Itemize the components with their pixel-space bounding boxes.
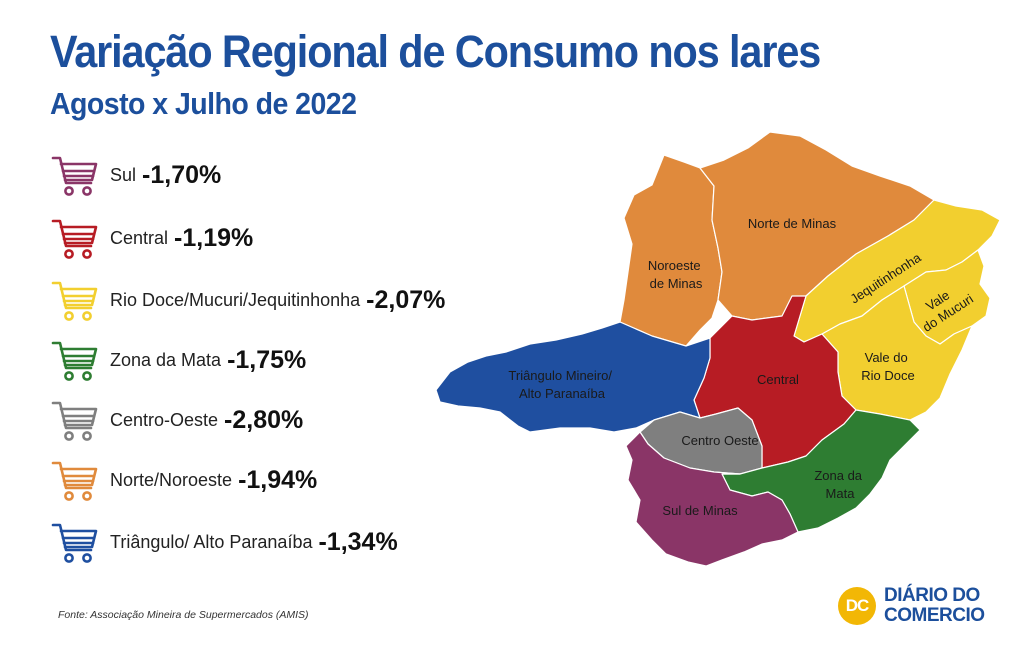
legend: Sul -1,70% Central -1,19% Rio Doce/Mucur… [0, 0, 520, 600]
logo-text-line2: COMERCIO [884, 605, 985, 626]
legend-region-value: -1,94% [238, 465, 318, 494]
legend-region-name: Rio Doce/Mucuri/Jequitinhonha [110, 289, 361, 310]
legend-region-name: Zona da Mata [110, 349, 222, 370]
legend-region-value: -1,75% [227, 345, 307, 374]
legend-region-name: Sul [110, 164, 137, 185]
shopping-cart-icon [51, 156, 98, 196]
legend-region-name: Centro-Oeste [110, 409, 219, 430]
legend-item-rio-doce: Rio Doce/Mucuri/Jequitinhonha -2,07% [50, 277, 445, 323]
legend-region-value: -2,07% [366, 285, 446, 314]
legend-item-central: Central -1,19% [50, 215, 253, 261]
legend-item-triangulo: Triângulo/ Alto Paranaíba -1,34% [50, 519, 398, 565]
legend-region-value: -1,19% [174, 223, 254, 252]
shopping-cart-icon [51, 461, 98, 501]
region-triangulo [435, 321, 711, 433]
page-subtitle: Agosto x Julho de 2022 [50, 86, 357, 121]
region-sul [625, 431, 799, 567]
region-label-triangulo: Triângulo Mineiro/ Alto Paranaíba [508, 368, 615, 401]
shopping-cart-icon [51, 281, 98, 321]
logo-text-line1: DIÁRIO DO [884, 585, 980, 606]
diario-do-comercio-logo: DC DIÁRIO DO COMERCIO [838, 583, 1008, 629]
shopping-cart-icon [51, 401, 98, 441]
legend-region-value: -1,70% [142, 160, 222, 189]
legend-region-name: Norte/Noroeste [110, 469, 233, 490]
legend-item-sul: Sul -1,70% [50, 152, 221, 198]
region-label-central: Central [757, 372, 799, 387]
shopping-cart-icon [51, 523, 98, 563]
legend-region-name: Triângulo/ Alto Paranaíba [110, 531, 313, 552]
region-label-zona-mata: Zona da Mata [814, 468, 865, 501]
region-label-sul: Sul de Minas [662, 503, 738, 518]
legend-item-centro-oeste: Centro-Oeste -2,80% [50, 397, 303, 443]
legend-region-name: Central [110, 227, 169, 248]
region-label-norte: Norte de Minas [748, 216, 837, 231]
region-label-noroeste: Noroeste de Minas [648, 258, 704, 291]
region-label-centro-oeste: Centro Oeste [681, 433, 758, 448]
legend-item-norte-noroeste: Norte/Noroeste -1,94% [50, 457, 317, 503]
region-label-rio-doce: Vale do Rio Doce [861, 350, 914, 383]
legend-item-zona-mata: Zona da Mata -1,75% [50, 337, 306, 383]
page-title: Variação Regional de Consumo nos lares [50, 26, 821, 77]
logo-mark: DC [838, 587, 876, 625]
source-note: Fonte: Associação Mineira de Supermercad… [58, 609, 309, 621]
legend-region-value: -2,80% [224, 405, 304, 434]
shopping-cart-icon [51, 341, 98, 381]
region-noroeste [619, 154, 723, 347]
shopping-cart-icon [51, 219, 98, 259]
legend-region-value: -1,34% [318, 527, 398, 556]
minas-gerais-map: Noroeste de Minas Norte de Minas Jequiti… [435, 131, 1001, 567]
